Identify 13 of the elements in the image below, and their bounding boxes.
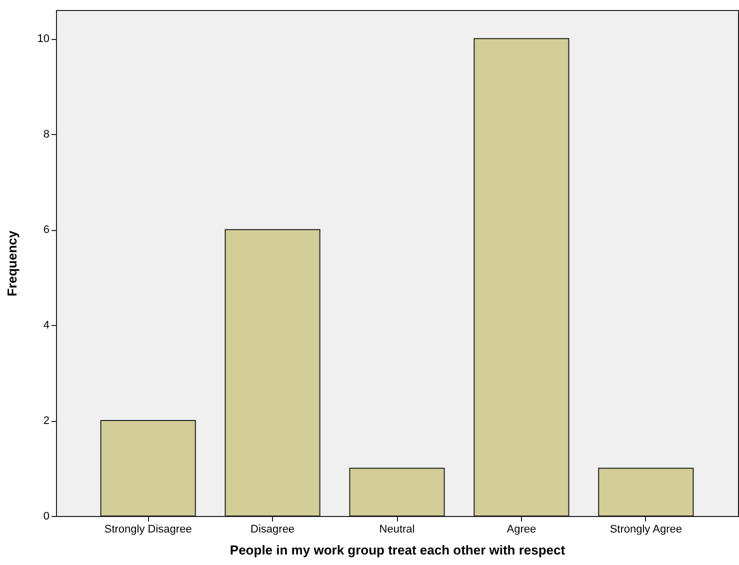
x-tick-label: Strongly Agree (610, 524, 682, 536)
x-axis-title: People in my work group treat each other with respect (230, 542, 566, 558)
x-tick-label: Disagree (250, 524, 295, 536)
x-tick-label: Agree (506, 524, 536, 536)
x-tick-label: Neutral (379, 524, 415, 536)
y-tick-label: 6 (43, 224, 50, 236)
y-tick-label: 0 (43, 510, 50, 522)
y-tick-label: 8 (43, 128, 50, 141)
x-tick-label: Strongly Disagree (104, 524, 192, 536)
y-tick-label: 4 (43, 320, 50, 332)
y-axis-title: Frequency (4, 230, 20, 296)
y-tick-label: 10 (37, 33, 50, 46)
y-tick-label: 2 (43, 415, 50, 428)
